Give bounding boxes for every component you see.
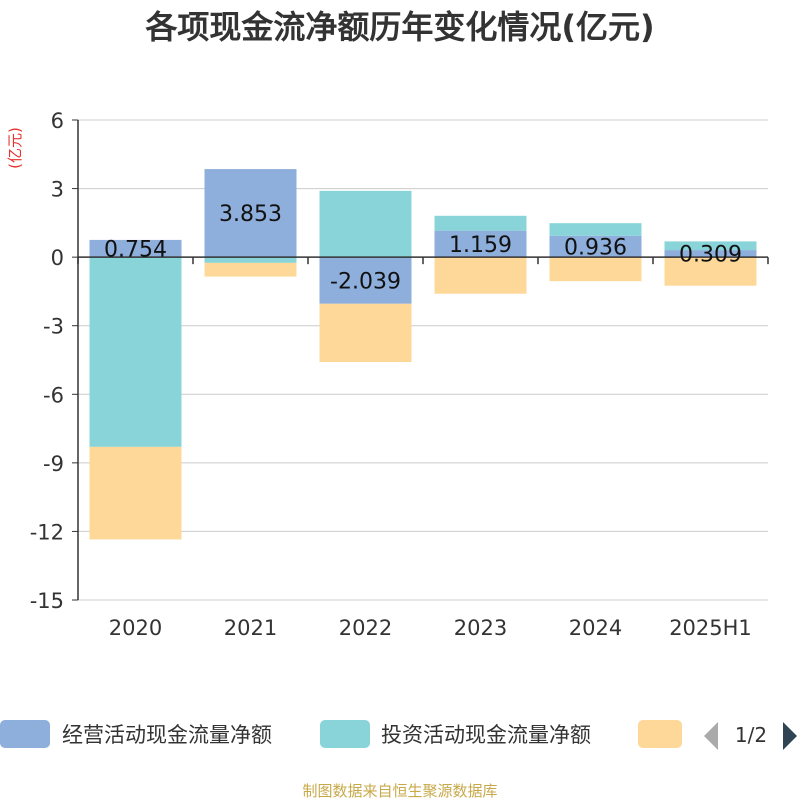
y-axis-unit-label: (亿元) — [6, 127, 24, 169]
bar-3-2021[interactable] — [204, 262, 297, 277]
x-tick-labels: 2020 2021 2022 2023 2024 2025H1 — [109, 616, 752, 640]
y-tick-label: 3 — [51, 178, 64, 202]
x-tick-label: 2023 — [454, 616, 507, 640]
axes — [77, 120, 769, 600]
bar-2-2023[interactable] — [434, 215, 527, 231]
x-tick-label: 2022 — [339, 616, 392, 640]
legend: 经营活动现金流量净额 投资活动现金流量净额 1/2 — [0, 720, 797, 750]
y-tick-label: 6 — [51, 109, 64, 133]
x-tick-label: 2025H1 — [669, 616, 752, 640]
y-tick-label: -3 — [43, 315, 64, 339]
bar-3-2022[interactable] — [319, 303, 412, 363]
x-tick-label: 2021 — [224, 616, 277, 640]
chart-title: 各项现金流净额历年变化情况(亿元) — [145, 8, 654, 46]
legend-page-indicator: 1/2 — [735, 723, 767, 747]
bar-2-2022[interactable] — [319, 190, 412, 258]
data-label-2025H1: 0.309 — [679, 243, 742, 268]
bar-3-2020[interactable] — [89, 446, 182, 540]
bar-1-2023[interactable] — [434, 230, 527, 258]
bar-3-2023[interactable] — [434, 257, 527, 294]
bar-2-2020[interactable] — [89, 257, 182, 447]
bar-1-2025H1[interactable] — [664, 250, 757, 258]
data-label-2024: 0.936 — [564, 235, 627, 260]
legend-label-operating[interactable]: 经营活动现金流量净额 — [62, 723, 272, 747]
data-label-2022: -2.039 — [330, 269, 401, 294]
legend-next-page-icon[interactable] — [783, 722, 797, 750]
bar-2-2024[interactable] — [549, 223, 642, 236]
bar-1-2022[interactable] — [319, 257, 412, 304]
y-tick-label: 0 — [51, 246, 64, 270]
legend-swatch-third[interactable] — [638, 720, 682, 748]
bar-series — [89, 169, 757, 540]
bar-3-2024[interactable] — [549, 257, 642, 282]
bar-1-2021[interactable] — [204, 169, 297, 258]
legend-swatch-investing[interactable] — [320, 720, 370, 748]
y-tick-labels: 6 3 0 -3 -6 -9 -12 -15 — [30, 109, 64, 613]
data-labels: 0.754 3.853 -2.039 1.159 0.936 0.309 — [104, 202, 742, 294]
y-tick-label: -15 — [30, 589, 64, 613]
legend-swatch-operating[interactable] — [0, 720, 50, 748]
x-tick-label: 2020 — [109, 616, 162, 640]
bar-3-2025H1[interactable] — [664, 257, 757, 286]
y-tick-label: -12 — [30, 520, 64, 544]
bar-2-2021[interactable] — [204, 257, 297, 263]
x-tick-label: 2024 — [569, 616, 622, 640]
bar-2-2025H1[interactable] — [664, 241, 757, 251]
data-label-2020: 0.754 — [104, 238, 167, 263]
bar-1-2024[interactable] — [549, 235, 642, 258]
y-tick-label: -6 — [43, 383, 64, 407]
y-tick-label: -9 — [43, 452, 64, 476]
bar-1-2020[interactable] — [89, 239, 182, 258]
data-label-2023: 1.159 — [449, 233, 512, 258]
legend-label-investing[interactable]: 投资活动现金流量净额 — [381, 723, 591, 747]
source-note: 制图数据来自恒生聚源数据库 — [302, 782, 497, 800]
data-label-2021: 3.853 — [219, 202, 282, 227]
legend-prev-page-icon[interactable] — [704, 722, 718, 750]
grid-lines — [72, 119, 768, 601]
